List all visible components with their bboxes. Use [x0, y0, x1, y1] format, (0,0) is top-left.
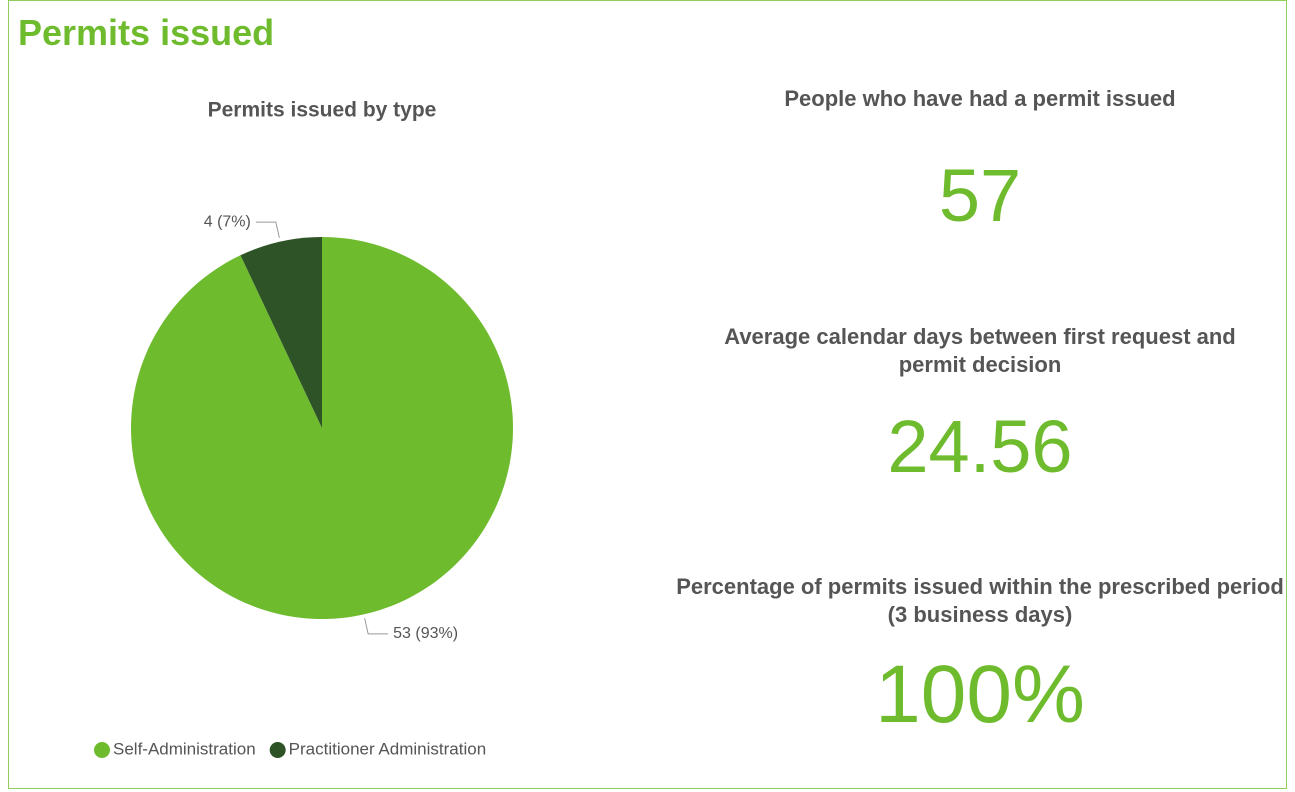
legend-label: Practitioner Administration [289, 739, 486, 758]
page-title: Permits issued [18, 12, 275, 53]
legend-marker [269, 742, 286, 758]
pie-chart: Permits issued by type 53 (93%) 4 (7%) Sel… [94, 99, 513, 758]
kpi-label: People who have had a permit issued [784, 86, 1176, 111]
data-label: 4 (7%) [204, 213, 251, 230]
kpi-value: 100% [875, 649, 1085, 740]
leader-line [255, 221, 280, 238]
legend-marker [94, 742, 110, 758]
panel-border [8, 0, 1287, 789]
leader-line [364, 618, 389, 635]
kpi-label: Percentage of permits issued within the … [676, 574, 1284, 627]
data-label: 53 (93%) [393, 625, 458, 642]
legend-label: Self-Administration [113, 739, 256, 758]
pie-slice [240, 237, 322, 428]
kpi-value: 57 [938, 154, 1022, 237]
chart-title: Permits issued by type [208, 99, 437, 122]
kpi-label: Average calendar days between first requ… [724, 324, 1236, 377]
kpi-value: 24.56 [887, 405, 1073, 488]
